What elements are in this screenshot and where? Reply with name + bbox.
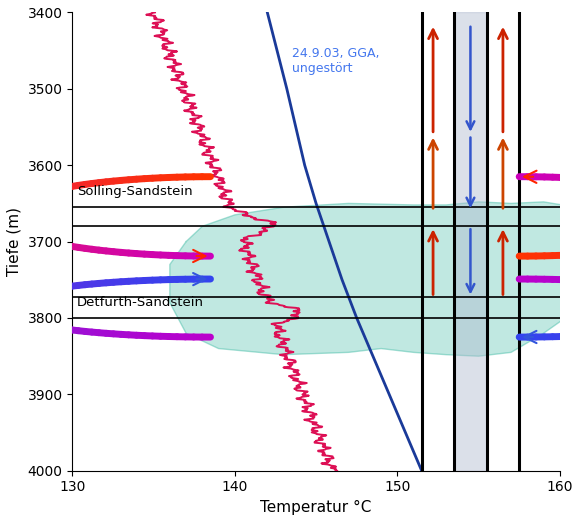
- Text: Solling-Sandstein: Solling-Sandstein: [77, 185, 193, 198]
- Text: 24.9.03, GGA,
ungestört: 24.9.03, GGA, ungestört: [292, 47, 379, 75]
- Text: Detfurth-Sandstein: Detfurth-Sandstein: [77, 296, 204, 309]
- Polygon shape: [170, 202, 580, 356]
- Y-axis label: Tiefe (m): Tiefe (m): [7, 207, 22, 276]
- X-axis label: Temperatur °C: Temperatur °C: [260, 500, 372, 515]
